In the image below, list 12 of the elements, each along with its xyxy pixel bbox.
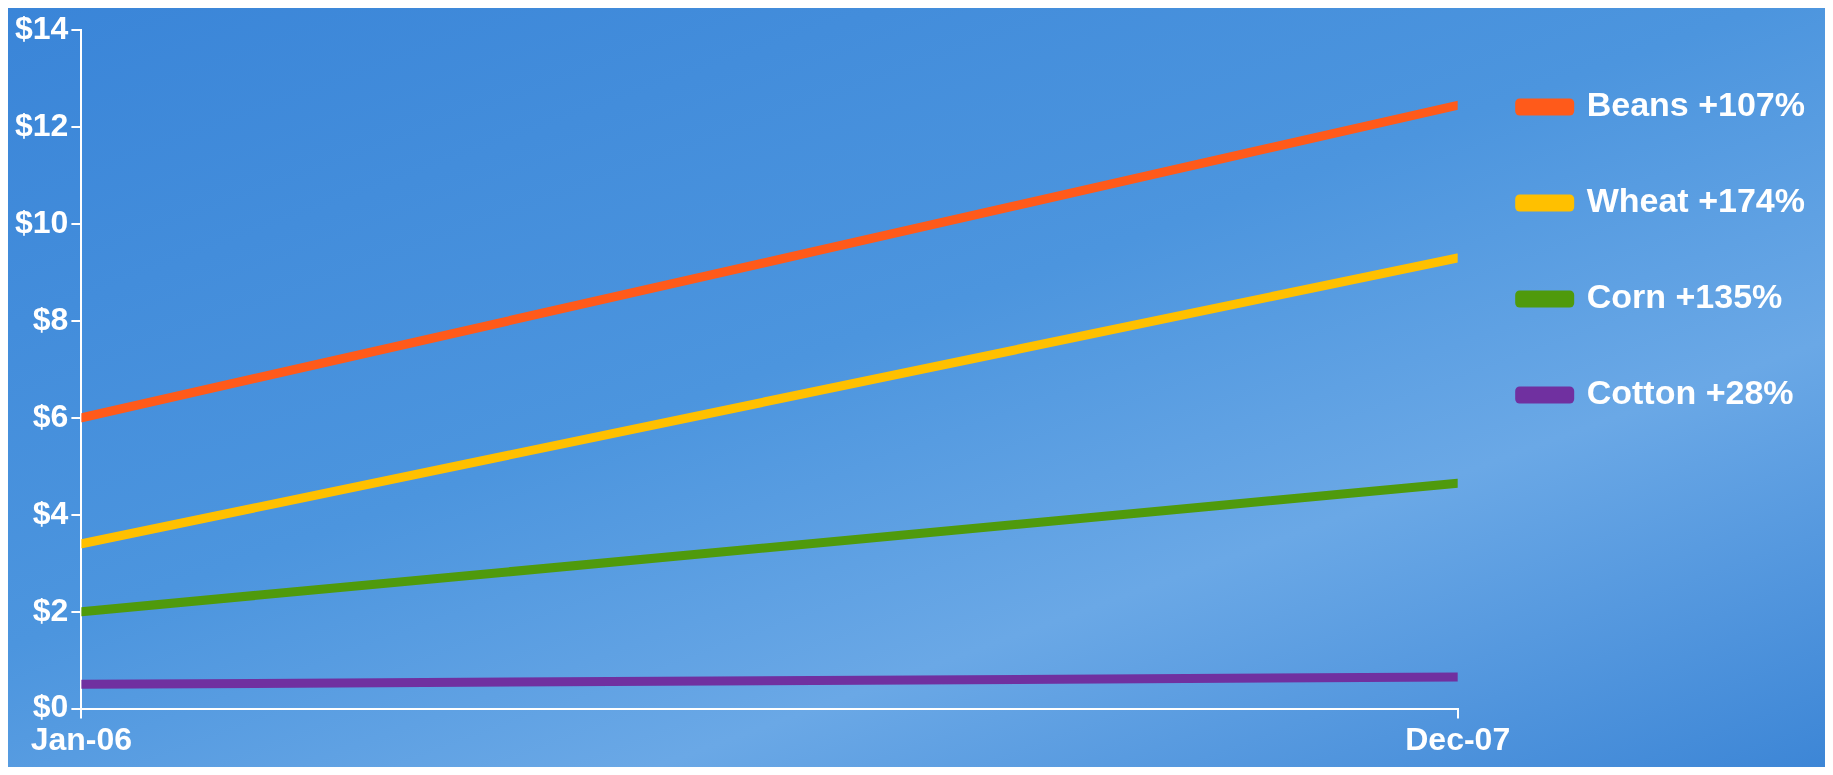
x-tick-label: Dec-07 — [1405, 720, 1511, 757]
y-tick-label: $10 — [15, 203, 69, 240]
legend-label: Corn +135% — [1586, 277, 1783, 316]
y-tick-label: $4 — [32, 494, 69, 531]
y-tick-label: $6 — [32, 397, 69, 434]
legend-label: Beans +107% — [1586, 85, 1805, 124]
legend-label: Wheat +174% — [1586, 181, 1805, 220]
y-tick-label: $8 — [32, 300, 69, 337]
y-tick-label: $12 — [15, 106, 69, 143]
y-tick-label: $2 — [32, 591, 69, 628]
y-tick-label: $14 — [15, 10, 69, 47]
legend-label: Cotton +28% — [1586, 373, 1794, 412]
